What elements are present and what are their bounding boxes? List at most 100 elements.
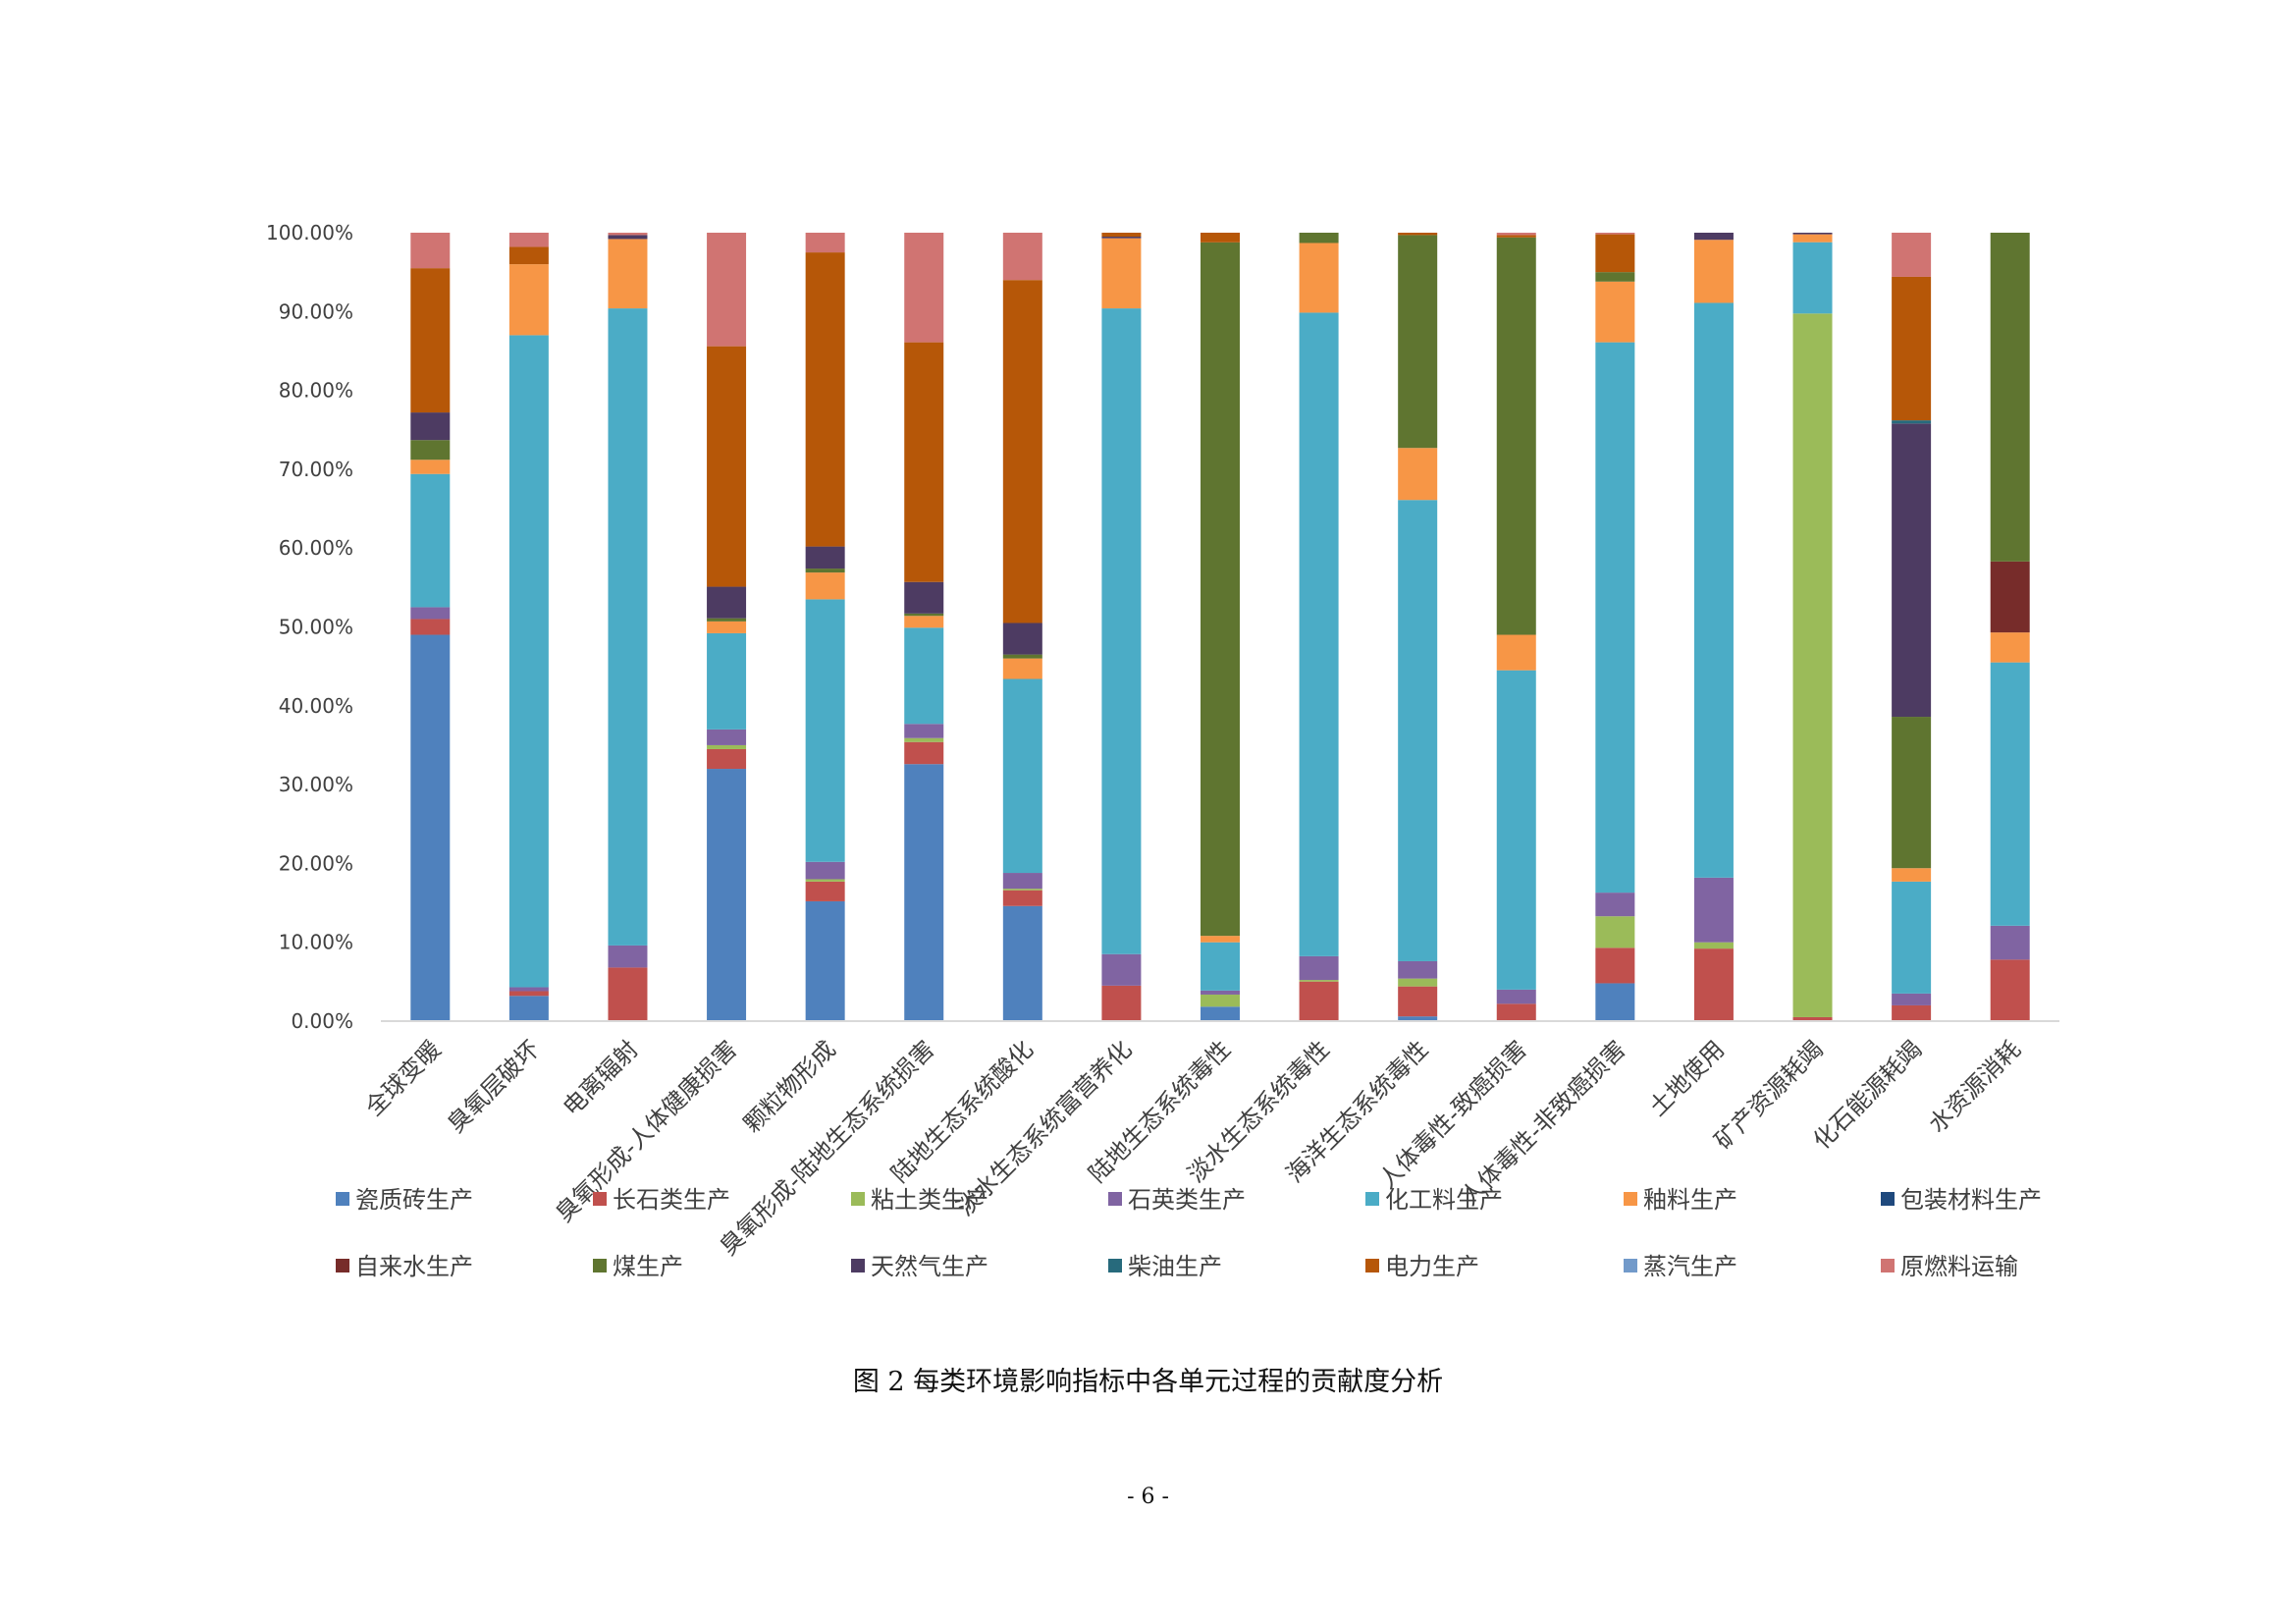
bar-segment — [608, 967, 648, 1021]
legend-item: 蒸汽生产 — [1624, 1253, 1737, 1280]
bar-segment — [1398, 960, 1438, 979]
bar-segment — [1595, 947, 1635, 984]
bar-segment — [1101, 237, 1142, 239]
bar-segment — [1693, 240, 1734, 303]
x-tick-label: 土地使用 — [1644, 1035, 1731, 1121]
legend-item: 瓷质砖生产 — [336, 1186, 473, 1214]
bar-segment — [1990, 959, 2030, 1021]
y-tick-label: 40.00% — [279, 694, 353, 718]
legend-label: 包装材料生产 — [1900, 1186, 2042, 1214]
legend-swatch — [1365, 1192, 1379, 1206]
bar-stack — [1595, 233, 1635, 1021]
bar-segment — [1101, 238, 1142, 309]
bar-segment — [1693, 948, 1734, 1021]
legend-item: 天然气生产 — [851, 1253, 988, 1280]
bar-segment — [1299, 243, 1339, 313]
bar-segment — [1002, 873, 1042, 890]
bar-segment — [508, 996, 549, 1021]
bar-segment — [805, 546, 845, 569]
legend-label: 煤生产 — [613, 1253, 683, 1280]
bar-segment — [410, 412, 451, 441]
bar-segment — [1398, 1016, 1438, 1021]
bar-segment — [1299, 955, 1339, 981]
bar-segment — [904, 724, 944, 738]
bar-segment — [805, 879, 845, 882]
bar-segment — [1496, 670, 1536, 990]
y-tick-label: 90.00% — [279, 299, 353, 323]
bar-segment — [1101, 233, 1142, 238]
bar-segment — [904, 233, 944, 343]
bar-segment — [508, 991, 549, 997]
bar-segment — [1002, 890, 1042, 906]
bar-segment — [1693, 877, 1734, 943]
bar-segment — [1398, 500, 1438, 961]
bar-segment — [1398, 448, 1438, 501]
legend-item: 电力生产 — [1365, 1253, 1479, 1280]
bar-segment — [410, 619, 451, 635]
figure-caption: 图 2 每类环境影响指标中各单元过程的贡献度分析 — [852, 1367, 1444, 1397]
bar-segment — [410, 268, 451, 413]
legend-swatch — [593, 1259, 607, 1272]
bar-segment — [1496, 1003, 1536, 1021]
bar-segment — [508, 987, 549, 992]
bar-segment — [1496, 235, 1536, 238]
legend-swatch — [593, 1192, 607, 1206]
bar-segment — [508, 233, 549, 247]
bar-segment — [805, 568, 845, 573]
legend-label: 原燃料运输 — [1900, 1253, 2018, 1280]
bar-segment — [1892, 420, 1932, 424]
legend-swatch — [851, 1259, 865, 1272]
bar-segment — [410, 607, 451, 620]
bar-stack — [1892, 233, 1932, 1021]
bar-segment — [508, 246, 549, 265]
bar-segment — [707, 618, 747, 622]
bar-segment — [1792, 234, 1833, 243]
bar-segment — [1201, 233, 1240, 243]
y-tick-label: 30.00% — [279, 773, 353, 796]
y-tick-label: 50.00% — [279, 616, 353, 639]
legend-item: 原燃料运输 — [1881, 1253, 2018, 1280]
legend-label: 釉料生产 — [1643, 1186, 1737, 1214]
bar-segment — [1892, 717, 1932, 869]
bar-segment — [608, 233, 648, 236]
bar-segment — [1892, 423, 1932, 718]
legend-swatch — [1624, 1259, 1637, 1272]
bar-segment — [1892, 881, 1932, 994]
bar-segment — [1201, 242, 1240, 937]
bar-stack — [707, 233, 747, 1021]
bar-stack — [1299, 233, 1339, 1021]
legend-label: 长石类生产 — [613, 1186, 730, 1214]
legend-swatch — [1365, 1259, 1379, 1272]
bar-segment — [608, 308, 648, 946]
bar-segment — [1892, 276, 1932, 421]
legend-item: 自来水生产 — [336, 1253, 473, 1280]
bar-segment — [1101, 985, 1142, 1021]
bar-stack — [508, 233, 549, 1021]
bar-segment — [1792, 1016, 1833, 1021]
bar-segment — [1002, 889, 1042, 891]
bar-segment — [1201, 994, 1240, 1007]
legend-swatch — [1108, 1259, 1122, 1272]
y-tick-label: 10.00% — [279, 931, 353, 954]
legend-item: 包装材料生产 — [1881, 1186, 2042, 1214]
bar-segment — [410, 634, 451, 1021]
legend-item: 粘土类生产 — [851, 1186, 988, 1214]
legend-label: 蒸汽生产 — [1643, 1253, 1737, 1280]
bar-segment — [1792, 233, 1833, 235]
bar-stack — [1002, 233, 1042, 1021]
bar-segment — [1595, 983, 1635, 1021]
x-tick-label: 颗粒物形成 — [738, 1035, 841, 1138]
bar-segment — [608, 945, 648, 968]
bar-segment — [1892, 1004, 1932, 1021]
bar-segment — [707, 729, 747, 745]
x-tick-label: 人体毒性-非致癌损害 — [1456, 1035, 1631, 1211]
bar-stack — [1398, 233, 1438, 1021]
bar-segment — [707, 586, 747, 619]
x-tick-label: 臭氧层破坏 — [442, 1035, 545, 1138]
bar-segment — [410, 460, 451, 474]
bar-segment — [608, 239, 648, 309]
bar-segment — [1693, 233, 1734, 241]
bar-segment — [904, 737, 944, 742]
bar-segment — [1398, 235, 1438, 449]
